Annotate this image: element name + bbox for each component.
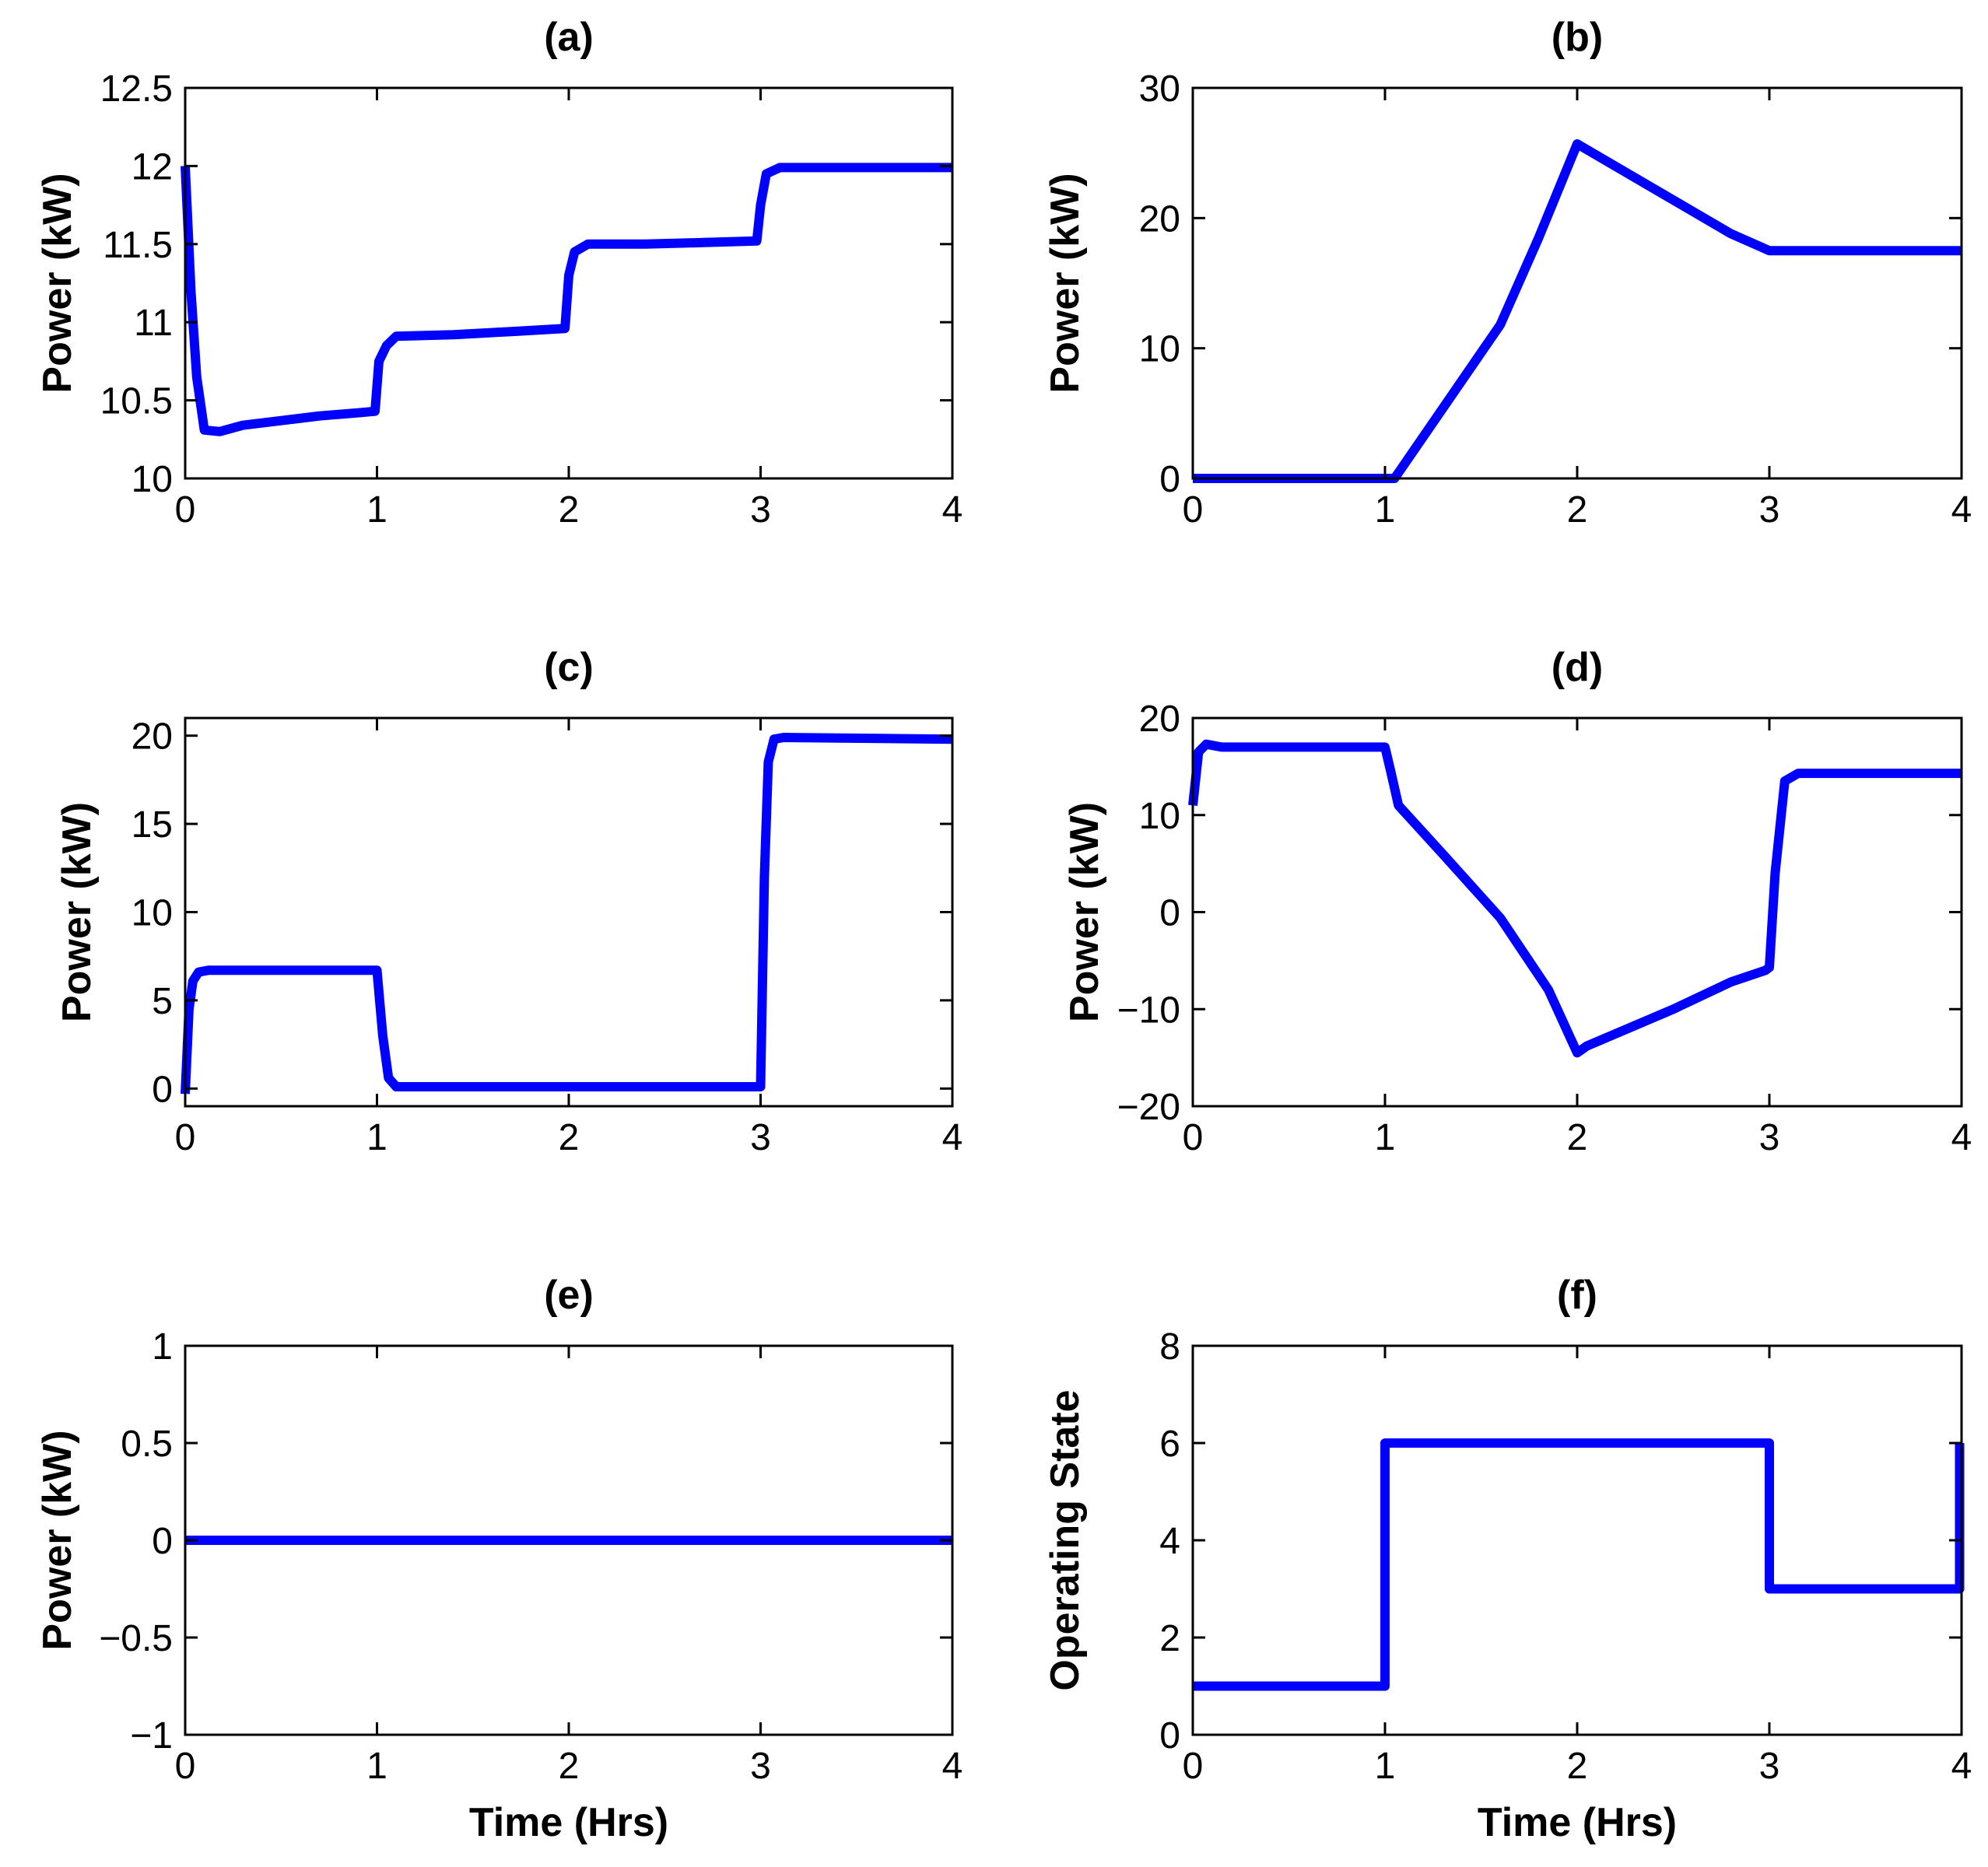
y-tick-label: 15 (131, 804, 173, 846)
x-tick-label: 0 (1183, 489, 1204, 531)
y-axis-label: Operating State (1043, 1389, 1088, 1690)
x-tick-label: 3 (750, 489, 771, 531)
series-line (181, 163, 952, 436)
y-tick-label: 0 (152, 1069, 173, 1110)
y-tick-label: 30 (1139, 68, 1180, 110)
y-tick-label: 0 (1159, 893, 1180, 934)
plot-frame (1191, 1344, 1963, 1736)
x-tick-label: 1 (366, 489, 387, 531)
y-tick-label: 5 (152, 981, 173, 1022)
x-tick-label: 4 (942, 1117, 963, 1158)
y-tick-label: −20 (1117, 1087, 1180, 1128)
y-tick-label: 10 (131, 459, 173, 500)
x-tick-label: 4 (1951, 1746, 1972, 1787)
x-tick-label: 1 (1375, 489, 1396, 531)
y-tick-label: −10 (1117, 990, 1180, 1031)
x-tick-label: 2 (559, 489, 580, 531)
chart-title: (f) (1557, 1273, 1597, 1318)
y-tick-label: 0 (152, 1521, 173, 1562)
x-tick-label: 4 (942, 1746, 963, 1787)
x-tick-label: 3 (1759, 1117, 1780, 1158)
y-axis-label: Power (kW) (35, 173, 80, 393)
x-tick-label: 2 (559, 1117, 580, 1158)
y-tick-label: 11.5 (103, 225, 173, 266)
chart-title: (e) (544, 1273, 594, 1318)
x-tick-label: 2 (559, 1746, 580, 1787)
x-tick-label: 4 (1951, 1117, 1972, 1158)
y-tick-label: 0 (1159, 459, 1180, 500)
y-tick-label: 12 (131, 146, 173, 187)
x-tick-label: 1 (366, 1117, 387, 1158)
x-tick-label: 2 (1567, 1117, 1588, 1158)
chart-title: (a) (544, 15, 594, 60)
y-tick-label: 10 (1139, 329, 1180, 370)
chart-title: (d) (1551, 645, 1603, 690)
x-axis-label: Time (Hrs) (469, 1800, 668, 1845)
y-tick-label: 10 (1139, 796, 1180, 837)
chart-title: (b) (1551, 15, 1603, 60)
x-tick-label: 0 (1183, 1117, 1204, 1158)
chart-panel: 0 1 2 3 4 −20 −10 0 10 20 (d) Power (kW) (1062, 645, 1972, 1158)
chart-title: (c) (544, 645, 594, 690)
y-tick-label: 8 (1159, 1326, 1180, 1368)
x-tick-label: 0 (1183, 1746, 1204, 1787)
y-tick-label: 20 (1139, 699, 1180, 740)
series-line (1193, 1438, 1965, 1691)
x-tick-label: 1 (1375, 1746, 1396, 1787)
x-tick-label: 1 (1375, 1117, 1396, 1158)
series-line (1188, 739, 1962, 1058)
x-tick-label: 2 (1567, 489, 1588, 531)
y-tick-label: 12.5 (100, 68, 173, 110)
y-tick-label: 10 (131, 893, 173, 934)
x-tick-label: 2 (1567, 1746, 1588, 1787)
y-axis-label: Power (kW) (1043, 173, 1088, 393)
x-tick-label: 3 (1759, 1746, 1780, 1787)
x-tick-label: 0 (175, 1117, 196, 1158)
y-tick-label: −1 (130, 1715, 173, 1757)
x-tick-label: 0 (175, 489, 196, 531)
y-tick-label: 1 (152, 1326, 173, 1368)
x-tick-label: 3 (1759, 489, 1780, 531)
y-axis-label: Power (kW) (35, 1430, 80, 1650)
plot-frame (184, 716, 954, 1108)
y-axis-label: Power (kW) (54, 802, 100, 1022)
x-tick-label: 4 (942, 489, 963, 531)
y-tick-label: 4 (1159, 1521, 1180, 1562)
x-tick-label: 4 (1951, 489, 1972, 531)
y-tick-label: −0.5 (99, 1618, 173, 1659)
y-tick-label: 11 (134, 303, 173, 344)
y-tick-label: 20 (131, 716, 173, 758)
chart-panel: 0 1 2 3 4 0 2 4 6 8 (f) Operating State Time (Hrs) (1043, 1273, 1972, 1845)
x-tick-label: 0 (175, 1746, 196, 1787)
x-tick-label: 3 (750, 1117, 771, 1158)
x-axis-label: Time (Hrs) (1478, 1800, 1677, 1845)
y-tick-label: 20 (1139, 198, 1180, 240)
chart-panel: 0 1 2 3 4 0 10 20 30 (b) Power (kW) (1043, 15, 1972, 531)
series-line (1193, 139, 1962, 483)
x-tick-label: 3 (750, 1746, 771, 1787)
y-tick-label: 10.5 (100, 381, 173, 422)
chart-panel: 0 1 2 3 4 0 5 10 15 20 (c) Power (kW) (54, 645, 962, 1158)
x-tick-label: 1 (366, 1746, 387, 1787)
chart-panel: 0 1 2 3 4 −1 −0.5 0 0.5 1 (e) Power (kW) Time (Hrs) (35, 1273, 962, 1845)
y-tick-label: 2 (1159, 1618, 1180, 1659)
y-tick-label: 0.5 (121, 1424, 173, 1465)
y-tick-label: 6 (1159, 1424, 1180, 1465)
y-tick-label: 0 (1159, 1715, 1180, 1757)
y-axis-label: Power (kW) (1062, 802, 1107, 1022)
series-line (181, 733, 953, 1095)
